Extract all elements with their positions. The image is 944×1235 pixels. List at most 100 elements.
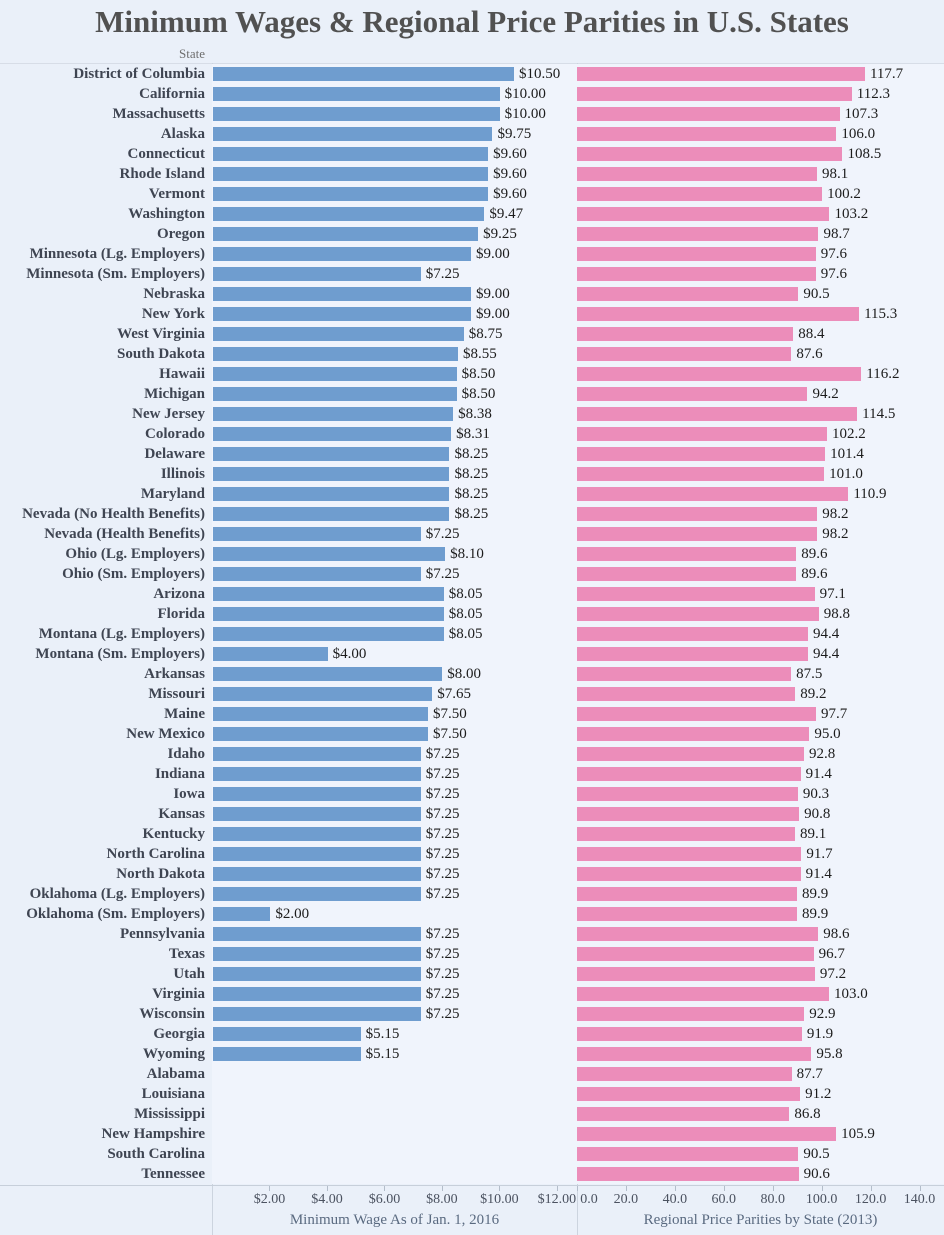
wage-bar[interactable] bbox=[213, 487, 450, 501]
rpp-bar[interactable] bbox=[577, 107, 840, 121]
rpp-bar[interactable] bbox=[577, 307, 860, 321]
wage-bar[interactable] bbox=[213, 1047, 361, 1061]
wage-bar[interactable] bbox=[213, 807, 421, 821]
rpp-bar[interactable] bbox=[577, 947, 814, 961]
wage-bar[interactable] bbox=[213, 787, 421, 801]
wage-bar[interactable] bbox=[213, 327, 464, 341]
wage-bar[interactable] bbox=[213, 87, 500, 101]
rpp-bar[interactable] bbox=[577, 667, 792, 681]
wage-bar[interactable] bbox=[213, 727, 428, 741]
wage-bar[interactable] bbox=[213, 947, 421, 961]
rpp-bar[interactable] bbox=[577, 927, 819, 941]
wage-bar[interactable] bbox=[213, 167, 489, 181]
rpp-bar[interactable] bbox=[577, 427, 828, 441]
rpp-bar[interactable] bbox=[577, 867, 801, 881]
rpp-bar[interactable] bbox=[577, 1087, 801, 1101]
wage-bar[interactable] bbox=[213, 407, 454, 421]
wage-bar[interactable] bbox=[213, 267, 421, 281]
rpp-bar[interactable] bbox=[577, 1167, 799, 1181]
rpp-bar[interactable] bbox=[577, 687, 796, 701]
rpp-bar[interactable] bbox=[577, 1047, 812, 1061]
rpp-bar[interactable] bbox=[577, 487, 849, 501]
wage-bar[interactable] bbox=[213, 507, 450, 521]
wage-bar[interactable] bbox=[213, 967, 421, 981]
wage-bar[interactable] bbox=[213, 907, 271, 921]
wage-bar[interactable] bbox=[213, 187, 489, 201]
rpp-bar[interactable] bbox=[577, 567, 797, 581]
rpp-bar[interactable] bbox=[577, 627, 808, 641]
rpp-bar[interactable] bbox=[577, 1067, 792, 1081]
rpp-bar[interactable] bbox=[577, 1027, 802, 1041]
wage-bar[interactable] bbox=[213, 527, 421, 541]
rpp-bar[interactable] bbox=[577, 907, 797, 921]
wage-bar[interactable] bbox=[213, 307, 471, 321]
rpp-bar[interactable] bbox=[577, 147, 843, 161]
wage-bar[interactable] bbox=[213, 587, 444, 601]
rpp-bar[interactable] bbox=[577, 587, 815, 601]
rpp-bar[interactable] bbox=[577, 247, 816, 261]
wage-bar[interactable] bbox=[213, 427, 452, 441]
wage-bar[interactable] bbox=[213, 887, 421, 901]
rpp-bar[interactable] bbox=[577, 1007, 805, 1021]
wage-bar[interactable] bbox=[213, 767, 421, 781]
wage-bar[interactable] bbox=[213, 367, 457, 381]
rpp-bar[interactable] bbox=[577, 767, 801, 781]
wage-bar[interactable] bbox=[213, 247, 471, 261]
wage-bar[interactable] bbox=[213, 147, 489, 161]
rpp-bar[interactable] bbox=[577, 707, 817, 721]
wage-bar[interactable] bbox=[213, 1027, 361, 1041]
wage-bar[interactable] bbox=[213, 927, 421, 941]
wage-bar[interactable] bbox=[213, 867, 421, 881]
rpp-bar[interactable] bbox=[577, 787, 798, 801]
rpp-bar[interactable] bbox=[577, 647, 808, 661]
rpp-bar[interactable] bbox=[577, 67, 865, 81]
wage-bar[interactable] bbox=[213, 747, 421, 761]
rpp-bar[interactable] bbox=[577, 287, 799, 301]
rpp-bar[interactable] bbox=[577, 887, 797, 901]
wage-bar[interactable] bbox=[213, 667, 443, 681]
wage-bar[interactable] bbox=[213, 207, 485, 221]
wage-bar[interactable] bbox=[213, 987, 421, 1001]
wage-bar[interactable] bbox=[213, 127, 493, 141]
rpp-bar[interactable] bbox=[577, 207, 830, 221]
rpp-bar[interactable] bbox=[577, 127, 837, 141]
rpp-bar[interactable] bbox=[577, 547, 797, 561]
rpp-bar[interactable] bbox=[577, 387, 808, 401]
wage-bar[interactable] bbox=[213, 227, 479, 241]
rpp-bar[interactable] bbox=[577, 407, 858, 421]
rpp-bar[interactable] bbox=[577, 467, 825, 481]
wage-bar[interactable] bbox=[213, 107, 500, 121]
wage-bar[interactable] bbox=[213, 687, 433, 701]
rpp-bar[interactable] bbox=[577, 507, 818, 521]
wage-bar[interactable] bbox=[213, 347, 459, 361]
wage-bar[interactable] bbox=[213, 447, 450, 461]
wage-bar[interactable] bbox=[213, 287, 471, 301]
rpp-bar[interactable] bbox=[577, 807, 800, 821]
rpp-bar[interactable] bbox=[577, 267, 816, 281]
rpp-bar[interactable] bbox=[577, 967, 815, 981]
rpp-bar[interactable] bbox=[577, 327, 794, 341]
rpp-bar[interactable] bbox=[577, 167, 818, 181]
rpp-bar[interactable] bbox=[577, 747, 805, 761]
wage-bar[interactable] bbox=[213, 567, 421, 581]
rpp-bar[interactable] bbox=[577, 367, 862, 381]
wage-bar[interactable] bbox=[213, 847, 421, 861]
rpp-bar[interactable] bbox=[577, 847, 802, 861]
rpp-bar[interactable] bbox=[577, 527, 818, 541]
wage-bar[interactable] bbox=[213, 707, 428, 721]
rpp-bar[interactable] bbox=[577, 347, 792, 361]
rpp-bar[interactable] bbox=[577, 1107, 790, 1121]
rpp-bar[interactable] bbox=[577, 187, 823, 201]
rpp-bar[interactable] bbox=[577, 607, 819, 621]
wage-bar[interactable] bbox=[213, 647, 328, 661]
wage-bar[interactable] bbox=[213, 547, 446, 561]
rpp-bar[interactable] bbox=[577, 727, 810, 741]
rpp-bar[interactable] bbox=[577, 447, 826, 461]
wage-bar[interactable] bbox=[213, 627, 444, 641]
rpp-bar[interactable] bbox=[577, 987, 829, 1001]
rpp-bar[interactable] bbox=[577, 827, 795, 841]
rpp-bar[interactable] bbox=[577, 1147, 799, 1161]
wage-bar[interactable] bbox=[213, 827, 421, 841]
wage-bar[interactable] bbox=[213, 1007, 421, 1021]
wage-bar[interactable] bbox=[213, 607, 444, 621]
